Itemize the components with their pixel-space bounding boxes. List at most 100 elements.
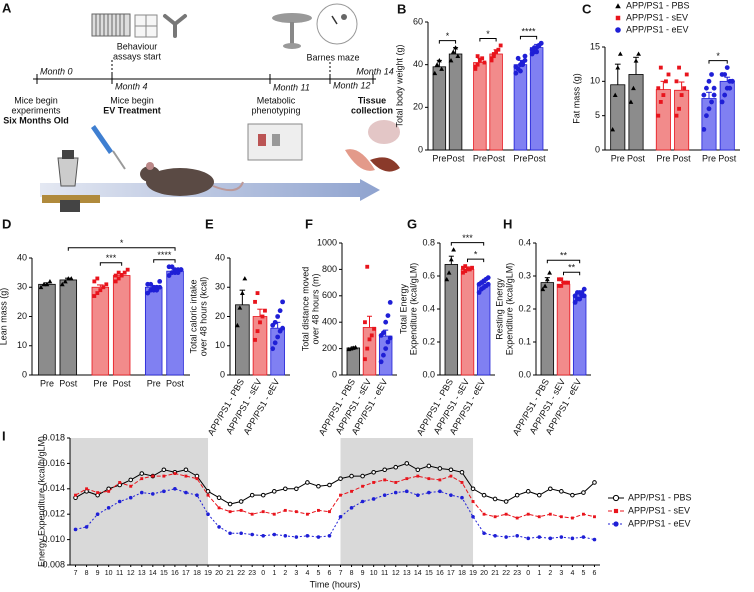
point	[461, 265, 465, 270]
point	[491, 52, 496, 56]
x-tick-label: 16	[171, 570, 179, 577]
month-label: Month 4	[115, 81, 148, 91]
legend-marker	[615, 3, 621, 9]
point	[261, 533, 266, 538]
y-axis-label: Lean mass (g)	[0, 288, 8, 346]
point	[169, 264, 175, 270]
point	[674, 113, 679, 118]
y-axis-label: Energy Expenditure (kcal/h/gLM)	[36, 436, 46, 567]
point	[537, 535, 542, 539]
point	[104, 282, 109, 287]
point	[68, 276, 74, 281]
point	[162, 474, 166, 478]
point	[113, 273, 118, 278]
x-tick-label: 17	[447, 570, 455, 577]
point	[92, 279, 97, 284]
mouse-icon	[140, 162, 244, 196]
y-tick-label: 0.4	[518, 237, 531, 247]
bar	[448, 53, 463, 151]
point	[504, 512, 508, 516]
point	[515, 533, 519, 538]
point	[283, 508, 287, 512]
point	[656, 113, 661, 118]
point	[250, 532, 254, 537]
y-axis-label: Total body weight (g)	[394, 44, 404, 127]
platform-icon	[42, 195, 100, 212]
point	[237, 305, 243, 310]
legend-marker	[615, 15, 621, 21]
point	[449, 474, 453, 478]
bar	[719, 80, 735, 151]
point	[416, 493, 420, 497]
point	[493, 515, 497, 519]
timeline-note: collection	[351, 105, 393, 115]
point	[260, 314, 265, 319]
panel-letter: H	[503, 216, 512, 231]
barnes-maze-icon	[316, 3, 358, 45]
point	[128, 495, 133, 500]
y-axis-label: over 48 hours (m)	[310, 273, 320, 344]
point	[459, 469, 465, 475]
point	[145, 290, 151, 296]
point	[592, 480, 597, 485]
x-tick-label: 23	[248, 570, 256, 577]
point	[239, 531, 243, 536]
point	[566, 280, 570, 285]
y-axis-label: Expenditure (kcal/gLM)	[504, 263, 514, 356]
point	[381, 330, 386, 336]
x-tick-label: 12	[392, 570, 400, 577]
x-tick-label: 7	[74, 570, 78, 577]
y-tick-label: 10	[590, 76, 600, 86]
point	[559, 535, 564, 539]
point	[682, 86, 687, 91]
point	[465, 267, 470, 272]
y-tick-label: 0.4	[422, 303, 435, 313]
point	[664, 79, 668, 84]
point	[706, 78, 712, 84]
light-period	[70, 438, 209, 565]
legend-label: APP/PS1 - eEV	[628, 518, 691, 528]
y-tick-label: 20	[17, 311, 27, 321]
point	[305, 512, 309, 516]
point	[481, 492, 487, 498]
bar	[346, 347, 361, 376]
timeline-note: Six Months Old	[3, 115, 69, 125]
point	[471, 500, 475, 503]
timeline-note: Tissue	[358, 95, 386, 105]
y-tick-label: 400	[322, 317, 337, 327]
y-tick-label: 0.3	[518, 270, 531, 280]
point	[448, 257, 454, 262]
point	[610, 127, 616, 132]
significance-bracket	[467, 258, 485, 263]
x-tick-label: 6	[328, 570, 332, 577]
point	[387, 335, 393, 341]
bar	[38, 283, 56, 376]
x-tick-label: 2	[548, 570, 552, 577]
point	[393, 490, 398, 495]
point	[518, 68, 523, 74]
point	[514, 492, 520, 498]
bar	[529, 47, 544, 151]
point	[106, 506, 111, 510]
point	[711, 85, 717, 91]
y-tick-label: 800	[322, 264, 337, 274]
point	[559, 489, 564, 494]
point	[593, 515, 596, 519]
point	[503, 499, 509, 504]
x-tick-label: 8	[350, 570, 354, 577]
point	[427, 490, 431, 495]
significance-bracket	[99, 262, 123, 266]
significance-label: ***	[462, 233, 473, 243]
point	[449, 493, 453, 497]
x-tick-label: 10	[370, 570, 378, 577]
point	[228, 510, 232, 514]
timeline-ticks	[36, 60, 374, 84]
point	[559, 283, 564, 288]
point	[238, 499, 244, 504]
x-tick-label: 22	[237, 570, 245, 577]
y-axis-label: Expenditure (kcal/gLM)	[408, 263, 418, 356]
x-tick-label: Pre	[93, 378, 107, 388]
y-tick-label: 600	[322, 290, 337, 300]
point	[275, 334, 281, 340]
point	[612, 92, 618, 97]
